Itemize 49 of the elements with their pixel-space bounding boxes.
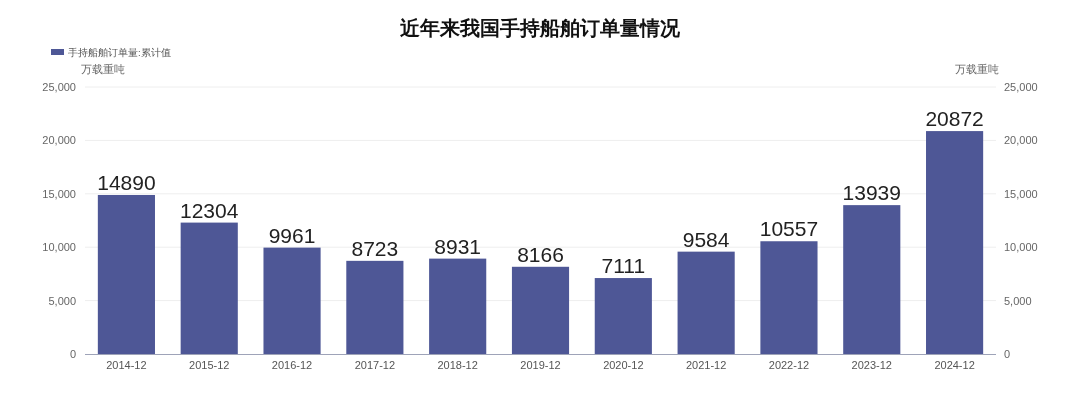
y-tick-label: 0 xyxy=(69,348,76,360)
data-label: 12304 xyxy=(180,198,239,222)
x-tick-label: 2017-12 xyxy=(354,359,396,371)
y-tick-label: 5,000 xyxy=(48,294,76,307)
y2-tick-label: 0 xyxy=(1004,348,1011,360)
bar xyxy=(97,194,155,354)
data-label: 13939 xyxy=(842,181,901,205)
bar xyxy=(346,260,404,354)
x-tick-label: 2024-12 xyxy=(934,359,975,371)
data-label: 8931 xyxy=(434,234,482,258)
y2-axis-title: 万载重吨 xyxy=(955,63,999,75)
y-tick-label: 25,000 xyxy=(42,81,76,93)
x-tick-label: 2022-12 xyxy=(768,359,810,371)
bar xyxy=(594,278,652,354)
bar xyxy=(760,241,818,354)
x-tick-label: 2016-12 xyxy=(271,359,313,371)
y2-tick-label: 10,000 xyxy=(1004,241,1038,254)
legend: 手持船舶订单量:累计值 xyxy=(51,46,171,58)
y2-tick-label: 25,000 xyxy=(1004,81,1038,93)
data-label: 20872 xyxy=(925,107,984,131)
bar xyxy=(926,131,984,354)
data-label: 8723 xyxy=(351,236,399,260)
chart-title: 近年来我国手持船舶订单量情况 xyxy=(399,17,681,39)
x-tick-label: 2020-12 xyxy=(603,359,644,371)
x-tick-label: 2023-12 xyxy=(851,359,892,371)
y-tick-label: 20,000 xyxy=(42,134,76,147)
y-axis-title: 万载重吨 xyxy=(81,63,125,75)
y-tick-label: 10,000 xyxy=(42,241,76,254)
data-label: 10557 xyxy=(759,217,819,241)
bar xyxy=(843,205,901,354)
y-tick-label: 15,000 xyxy=(42,187,76,200)
y2-tick-label: 15,000 xyxy=(1004,187,1038,200)
bar xyxy=(180,222,238,354)
x-tick-label: 2021-12 xyxy=(685,359,727,371)
x-tick-label: 2019-12 xyxy=(520,359,561,371)
bar xyxy=(511,266,570,354)
data-label: 14890 xyxy=(97,170,156,194)
y2-tick-label: 5,000 xyxy=(1004,294,1032,307)
bar xyxy=(429,258,487,354)
bar xyxy=(263,247,321,354)
data-label: 9961 xyxy=(268,223,316,247)
y2-tick-label: 20,000 xyxy=(1004,134,1038,147)
data-label: 8166 xyxy=(517,242,564,266)
data-label: 7111 xyxy=(601,254,646,278)
bar xyxy=(677,251,735,354)
x-tick-label: 2018-12 xyxy=(437,359,478,371)
x-tick-label: 2014-12 xyxy=(106,359,147,371)
x-tick-label: 2015-12 xyxy=(189,359,230,371)
data-label: 9584 xyxy=(682,227,730,251)
